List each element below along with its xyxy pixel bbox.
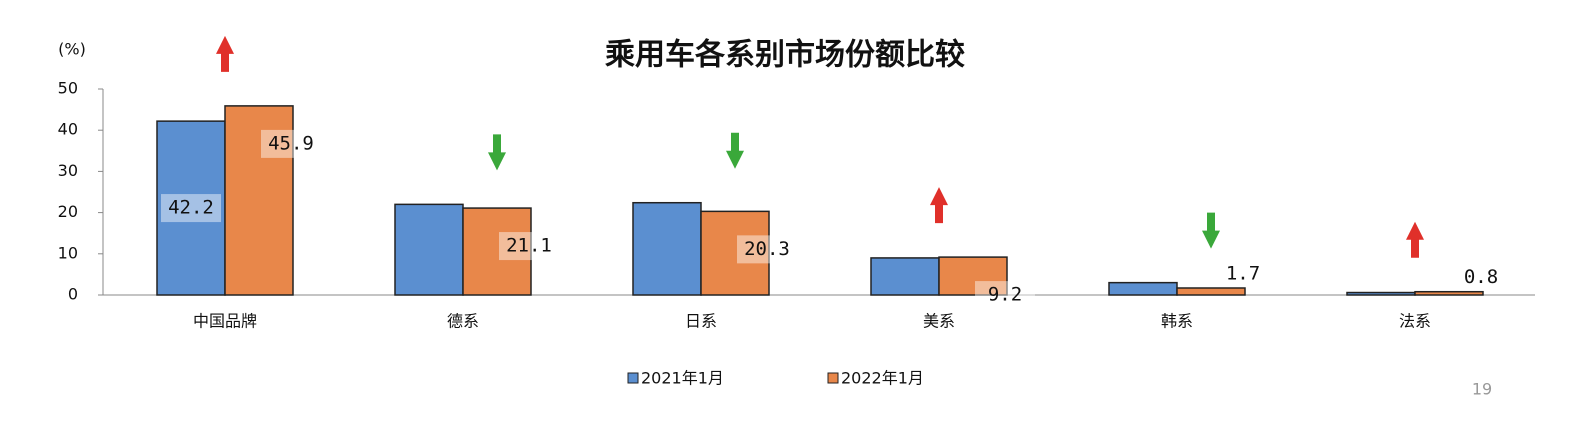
bar <box>938 256 1008 296</box>
arrow-up <box>216 35 234 72</box>
legend-label: 2022年1月 <box>841 369 924 388</box>
y-axis-label: (%) <box>58 40 86 59</box>
data-label: 1.7 <box>1226 262 1260 284</box>
x-tick-label: 日系 <box>685 312 717 331</box>
bar <box>462 207 532 296</box>
x-tick-label: 韩系 <box>1161 312 1193 331</box>
bar <box>700 210 770 296</box>
legend-swatch <box>627 372 639 384</box>
bar <box>1346 291 1416 296</box>
bar <box>632 201 702 296</box>
data-label: 9.2 <box>988 284 1022 306</box>
label-bg <box>499 232 559 261</box>
bar <box>1108 281 1178 296</box>
page-number: 19 <box>1472 380 1492 399</box>
arrow-down <box>488 134 506 171</box>
y-tick-label: 50 <box>58 79 78 98</box>
bar <box>156 120 226 296</box>
label-bg <box>737 235 797 264</box>
y-tick-label: 40 <box>58 120 78 139</box>
arrow-down <box>1202 212 1220 249</box>
data-label: 45.9 <box>268 132 314 154</box>
bar <box>1414 290 1484 296</box>
y-tick-label: 20 <box>58 202 78 221</box>
x-tick-label: 美系 <box>923 312 955 331</box>
data-label: 42.2 <box>168 197 214 219</box>
arrow-down <box>726 132 744 169</box>
label-bg <box>975 281 1035 310</box>
y-tick-label: 30 <box>58 161 78 180</box>
y-tick-label: 10 <box>58 243 78 262</box>
data-label: 0.8 <box>1464 266 1498 288</box>
arrow-up <box>1406 221 1424 258</box>
x-tick-label: 中国品牌 <box>193 312 257 331</box>
x-tick-label: 法系 <box>1399 312 1431 331</box>
arrow-up <box>930 187 948 224</box>
legend-swatch <box>827 372 839 384</box>
y-tick-label: 0 <box>68 285 78 304</box>
x-tick-label: 德系 <box>447 312 479 331</box>
bar <box>1176 287 1246 296</box>
legend-label: 2021年1月 <box>641 369 724 388</box>
label-bg <box>261 129 321 158</box>
data-label: 21.1 <box>506 235 552 257</box>
chart-title: 乘用车各系别市场份额比较 <box>605 38 965 73</box>
bar <box>394 203 464 296</box>
bar <box>870 257 940 296</box>
data-label: 20.3 <box>744 238 790 260</box>
bar <box>224 105 294 296</box>
label-bg <box>161 194 221 223</box>
